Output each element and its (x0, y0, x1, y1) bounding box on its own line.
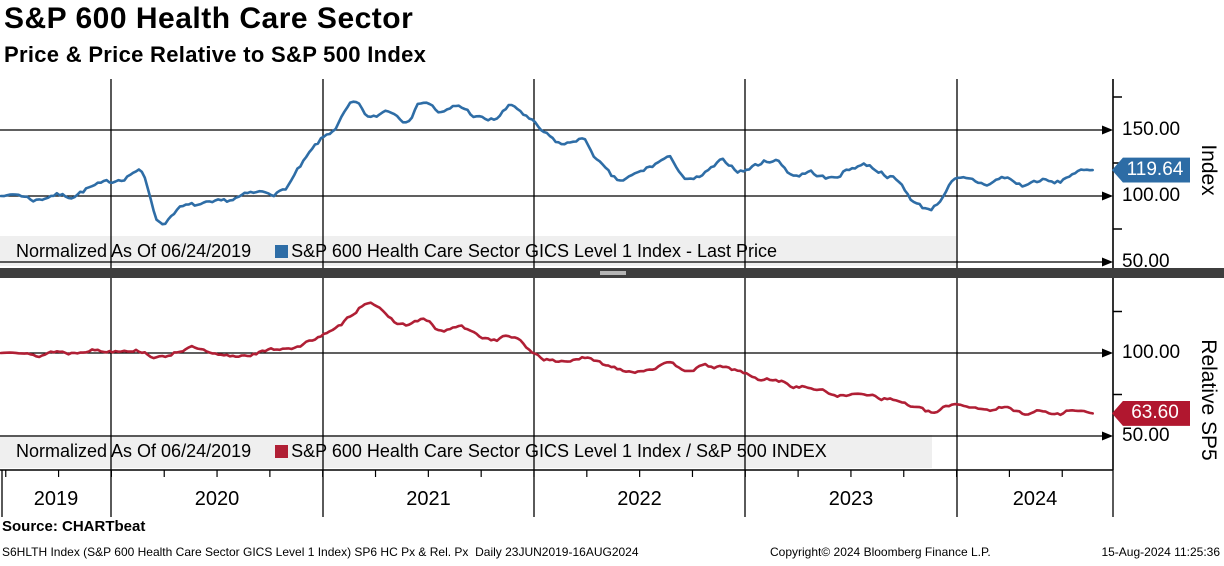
relative-series-line (0, 301, 1094, 417)
price-series-label: S&P 600 Health Care Sector GICS Level 1 … (291, 240, 778, 261)
xtick-year-label: 2024 (1012, 488, 1058, 510)
tick-arrow-icon (1102, 257, 1113, 267)
source-line: Source: CHARTbeat (2, 518, 146, 535)
panel-separator (0, 268, 1224, 278)
price-series-marker-icon (275, 244, 289, 258)
relative-series-marker-icon (275, 445, 289, 458)
xtick-year-label: 2023 (828, 488, 874, 510)
footer-ticker-info: S6HLTH Index (S&P 600 Health Care Sector… (2, 545, 639, 559)
footer-copyright: Copyright© 2024 Bloomberg Finance L.P. (770, 545, 991, 559)
legend-relative: Normalized As Of 06/24/2019 S&P 600 Heal… (0, 435, 932, 468)
relative-ytick-label: 100.00 (1122, 342, 1181, 363)
xtick-year-label: 2019 (33, 488, 79, 510)
price-ytick-label: 150.00 (1122, 119, 1181, 140)
footer-timestamp: 15-Aug-2024 11:25:36 (1101, 545, 1220, 559)
xtick-year-label: 2021 (406, 488, 451, 510)
price-last-value-badge: 119.64 (1112, 157, 1190, 183)
normalized-as-of-label: Normalized As Of 06/24/2019 (16, 441, 252, 461)
price-ytick-label: 100.00 (1122, 185, 1181, 206)
tick-arrow-icon (1102, 348, 1113, 358)
price-series-line (0, 100, 1094, 226)
price-axis-title: Index (1197, 144, 1220, 196)
normalized-as-of-label: Normalized As Of 06/24/2019 (16, 240, 252, 261)
xtick-year-label: 2020 (194, 488, 240, 510)
chart-subtitle: Price & Price Relative to S&P 500 Index (4, 42, 427, 67)
tick-arrow-icon (1102, 125, 1113, 135)
tick-arrow-icon (1102, 431, 1113, 441)
chart-title: S&P 600 Health Care Sector (4, 2, 414, 35)
relative-series-label: S&P 600 Health Care Sector GICS Level 1 … (291, 441, 827, 461)
tick-arrow-icon (1102, 191, 1113, 201)
xtick-year-label: 2022 (617, 488, 662, 510)
price-ytick-label: 50.00 (1122, 251, 1170, 272)
relative-axis-title: Relative SP5 (1197, 339, 1220, 461)
relative-ytick-label: 50.00 (1122, 425, 1170, 446)
panel-splitter-handle[interactable] (600, 271, 626, 275)
relative-last-value-badge: 63.60 (1112, 400, 1190, 426)
legend-price: Normalized As Of 06/24/2019 S&P 600 Heal… (0, 236, 956, 266)
